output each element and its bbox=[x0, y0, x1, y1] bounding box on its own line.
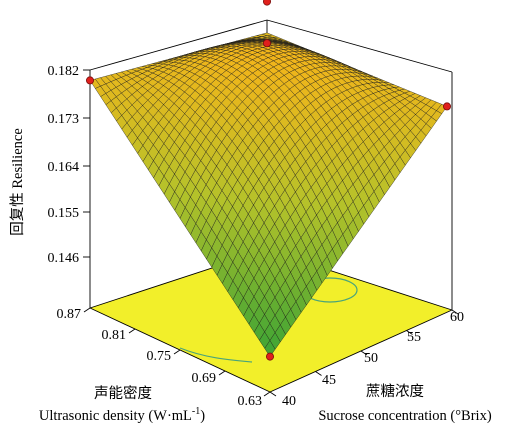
x-tick-mark bbox=[218, 370, 226, 376]
z-tick-label: 0.182 bbox=[48, 64, 80, 79]
y-axis bbox=[269, 309, 459, 397]
x-tick-mark bbox=[83, 307, 91, 313]
x-tick-mark bbox=[128, 328, 136, 334]
y-axis-title-en: Sucrose concentration (°Brix) bbox=[318, 408, 491, 424]
z-axis: 0.182 0.173 0.164 0.155 0.146 回复性 Resili… bbox=[8, 64, 90, 266]
design-points bbox=[86, 0, 451, 361]
x-tick-label: 0.75 bbox=[147, 349, 172, 364]
z-tick-label: 0.164 bbox=[48, 160, 80, 175]
y-tick-label: 45 bbox=[322, 373, 336, 388]
design-point bbox=[86, 76, 95, 85]
x-axis bbox=[83, 307, 271, 397]
z-tick-label: 0.173 bbox=[48, 112, 80, 127]
x-axis-title-en-superscript: -1 bbox=[192, 406, 200, 417]
z-axis-title: 回复性 Resilience bbox=[8, 128, 26, 236]
design-point bbox=[442, 102, 451, 111]
y-tick-label: 60 bbox=[450, 310, 464, 325]
x-tick-mark bbox=[173, 349, 181, 355]
design-point bbox=[263, 0, 271, 6]
x-tick-label: 0.81 bbox=[102, 328, 127, 343]
x-axis-title-en: Ultrasonic density (W·mL-1) bbox=[39, 406, 205, 424]
y-tick-mark bbox=[360, 350, 368, 356]
frame-top-right-edge bbox=[266, 19, 453, 73]
x-tick-label: 0.63 bbox=[238, 394, 263, 409]
design-point bbox=[262, 39, 271, 48]
x-axis-title-en-main: Ultrasonic density (W·mL bbox=[39, 408, 192, 424]
floor-contour bbox=[179, 347, 253, 363]
frame-top-left-edge bbox=[89, 19, 268, 71]
y-tick-label: 40 bbox=[282, 394, 296, 409]
x-axis-title-en-close: ) bbox=[200, 408, 205, 424]
y-tick-mark bbox=[315, 371, 322, 376]
x-tick-label: 0.87 bbox=[57, 307, 82, 322]
z-tick-label: 0.155 bbox=[48, 206, 80, 221]
y-tick-mark bbox=[269, 391, 277, 397]
z-tick-label: 0.146 bbox=[48, 251, 80, 266]
x-tick-mark bbox=[263, 391, 271, 397]
design-point bbox=[265, 352, 274, 361]
x-axis-title-cn: 声能密度 bbox=[94, 384, 152, 402]
y-tick-mark bbox=[406, 330, 413, 335]
y-tick-label: 55 bbox=[407, 330, 421, 345]
y-axis-title-cn: 蔗糖浓度 bbox=[366, 383, 424, 400]
y-tick-label: 50 bbox=[364, 351, 378, 366]
response-surface bbox=[89, 32, 448, 357]
y-tick-mark bbox=[451, 309, 459, 315]
x-tick-label: 0.69 bbox=[192, 371, 217, 386]
